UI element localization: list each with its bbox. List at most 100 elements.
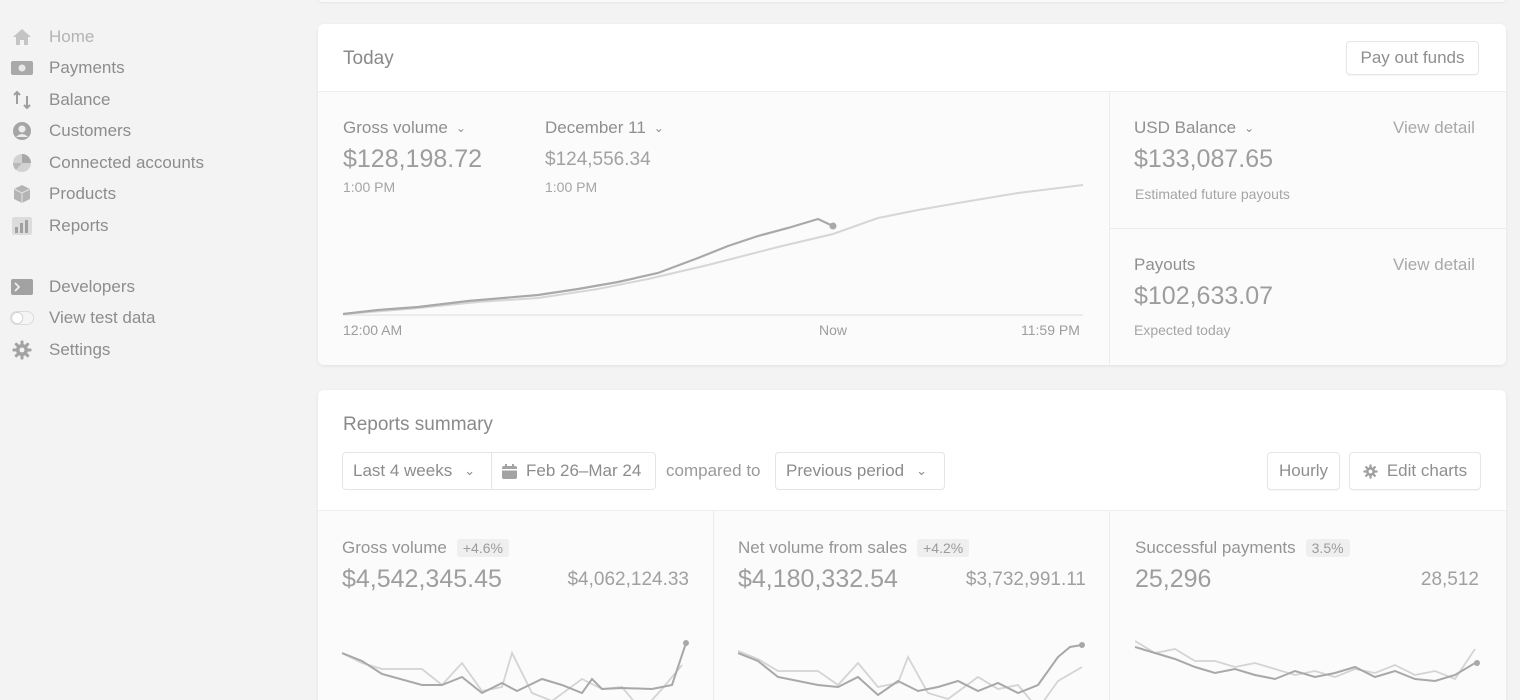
sidebar-item-label: Products — [49, 184, 117, 203]
sidebar-item-label: Connected accounts — [49, 153, 204, 172]
comparison-date-label: December 11 — [545, 118, 646, 137]
payouts-view-detail-link[interactable]: View detail — [1393, 255, 1475, 274]
net-volume-metric-value: $4,180,332.54 — [738, 565, 898, 593]
usd-balance-selector[interactable]: USD Balance ⌄ — [1134, 118, 1254, 138]
payouts-value: $102,633.07 — [1134, 282, 1274, 310]
change-badge: +4.6% — [456, 539, 509, 557]
sidebar-item-label: Home — [49, 27, 95, 46]
sidebar-item-connected-accounts[interactable]: Connected accounts — [10, 151, 204, 175]
horizontal-divider — [1109, 228, 1506, 229]
payouts-sub: Expected today — [1134, 322, 1231, 338]
products-icon — [10, 184, 34, 204]
comparison-date-selector[interactable]: December 11 ⌄ — [545, 118, 664, 138]
sidebar-item-label: Balance — [49, 90, 111, 109]
sidebar-item-label: Settings — [49, 340, 111, 359]
reports-icon — [10, 216, 34, 236]
sidebar-item-label: Reports — [49, 216, 109, 235]
range-select[interactable]: Last 4 weeks ⌄ — [342, 452, 492, 490]
sidebar-item-label: View test data — [49, 308, 156, 327]
metric-label: Successful payments — [1135, 538, 1296, 557]
sidebar-item-reports[interactable]: Reports — [10, 214, 109, 238]
axis-now-label: Now — [819, 322, 848, 338]
gross-volume-metric-label[interactable]: Gross volume +4.6% — [342, 538, 509, 558]
chevron-down-icon: ⌄ — [653, 121, 664, 135]
sidebar-item-label: Developers — [49, 277, 135, 296]
usd-balance-sub: Estimated future payouts — [1135, 186, 1290, 202]
usd-balance-label: USD Balance — [1134, 118, 1237, 137]
gross-volume-selector[interactable]: Gross volume ⌄ — [343, 118, 466, 138]
change-badge: +4.2% — [917, 539, 970, 557]
axis-end-label: 11:59 PM — [1021, 322, 1080, 338]
net-volume-sparkline — [738, 642, 1085, 700]
previous-card-edge — [318, 0, 1506, 2]
hourly-button[interactable]: Hourly — [1267, 452, 1340, 490]
current-period-line — [738, 644, 1083, 697]
usd-balance-value: $133,087.65 — [1134, 145, 1274, 173]
current-period-line — [342, 642, 687, 695]
date-range-picker[interactable]: Feb 26–Mar 24 — [491, 452, 656, 490]
successful-payments-sparkline — [1135, 640, 1480, 683]
today-body: Gross volume ⌄ $128,198.72 1:00 PM Decem… — [318, 91, 1506, 365]
metric-label: Gross volume — [342, 538, 447, 557]
compare-period-label: Previous period — [786, 461, 905, 480]
payouts-label-text: Payouts — [1134, 255, 1196, 274]
today-title: Today — [343, 48, 394, 69]
gross-volume-metric-value: $4,542,345.45 — [342, 565, 502, 593]
net-volume-previous-value: $3,732,991.11 — [965, 569, 1086, 590]
sidebar-item-view-test-data[interactable]: View test data — [10, 306, 155, 330]
sidebar-item-label: Payments — [49, 58, 125, 77]
gross-volume-previous-value: $4,062,124.33 — [567, 569, 689, 590]
today-line-chart — [342, 184, 1084, 316]
toggle-switch[interactable] — [10, 308, 34, 328]
comparison-series-line — [342, 184, 1084, 315]
current-period-line — [1135, 646, 1480, 683]
compared-to-text: compared to — [666, 461, 761, 480]
comparison-time: 1:00 PM — [545, 179, 598, 195]
successful-payments-metric-value: 25,296 — [1135, 565, 1212, 593]
today-card: Today Pay out funds Gross volume ⌄ $128,… — [318, 24, 1506, 365]
sidebar-item-label: Customers — [49, 121, 132, 140]
connected-accounts-icon — [10, 153, 34, 173]
gear-icon — [10, 340, 34, 360]
developers-icon — [10, 277, 34, 297]
chevron-down-icon: ⌄ — [1244, 121, 1255, 135]
gear-icon — [1363, 463, 1378, 479]
sidebar: Home Payments Balance Customers Connecte… — [0, 0, 300, 700]
reports-title: Reports summary — [343, 414, 493, 435]
today-series-line — [342, 217, 834, 316]
customers-icon — [10, 121, 34, 141]
sidebar-item-products[interactable]: Products — [10, 182, 116, 206]
edit-charts-label: Edit charts — [1386, 461, 1468, 480]
sidebar-item-developers[interactable]: Developers — [10, 275, 135, 299]
change-badge: 3.5% — [1305, 539, 1350, 557]
reports-summary-card: Reports summary Last 4 weeks ⌄ Feb 26–Ma… — [318, 390, 1506, 700]
sidebar-item-payments[interactable]: Payments — [10, 56, 125, 80]
column-divider — [713, 511, 714, 700]
chevron-down-icon: ⌄ — [455, 121, 466, 135]
compare-period-select[interactable]: Previous period ⌄ — [775, 452, 945, 490]
comparison-value: $124,556.34 — [545, 149, 651, 170]
sidebar-item-settings[interactable]: Settings — [10, 338, 110, 362]
sidebar-item-home[interactable]: Home — [10, 25, 94, 49]
previous-period-line — [342, 650, 683, 700]
net-volume-metric-label[interactable]: Net volume from sales +4.2% — [738, 538, 970, 558]
gross-volume-time: 1:00 PM — [343, 179, 396, 195]
sidebar-item-balance[interactable]: Balance — [10, 88, 110, 112]
edit-charts-button[interactable]: Edit charts — [1349, 452, 1481, 490]
metric-label: Net volume from sales — [738, 538, 908, 557]
current-endpoint — [1474, 660, 1480, 666]
balance-icon — [10, 90, 34, 110]
current-endpoint — [1079, 642, 1085, 648]
sidebar-item-customers[interactable]: Customers — [10, 119, 131, 143]
successful-payments-metric-label[interactable]: Successful payments 3.5% — [1135, 538, 1350, 558]
now-point — [829, 222, 837, 230]
previous-period-line — [738, 650, 1083, 700]
usd-balance-view-detail-link[interactable]: View detail — [1393, 118, 1475, 137]
home-icon — [10, 27, 34, 47]
pay-out-funds-button[interactable]: Pay out funds — [1346, 41, 1479, 75]
gross-volume-value: $128,198.72 — [343, 145, 483, 173]
date-range-label: Feb 26–Mar 24 — [526, 461, 642, 480]
range-select-label: Last 4 weeks — [353, 461, 453, 480]
gross-volume-sparkline — [342, 640, 689, 700]
reports-metrics: Gross volume +4.6% $4,542,345.45 $4,062,… — [318, 510, 1506, 700]
